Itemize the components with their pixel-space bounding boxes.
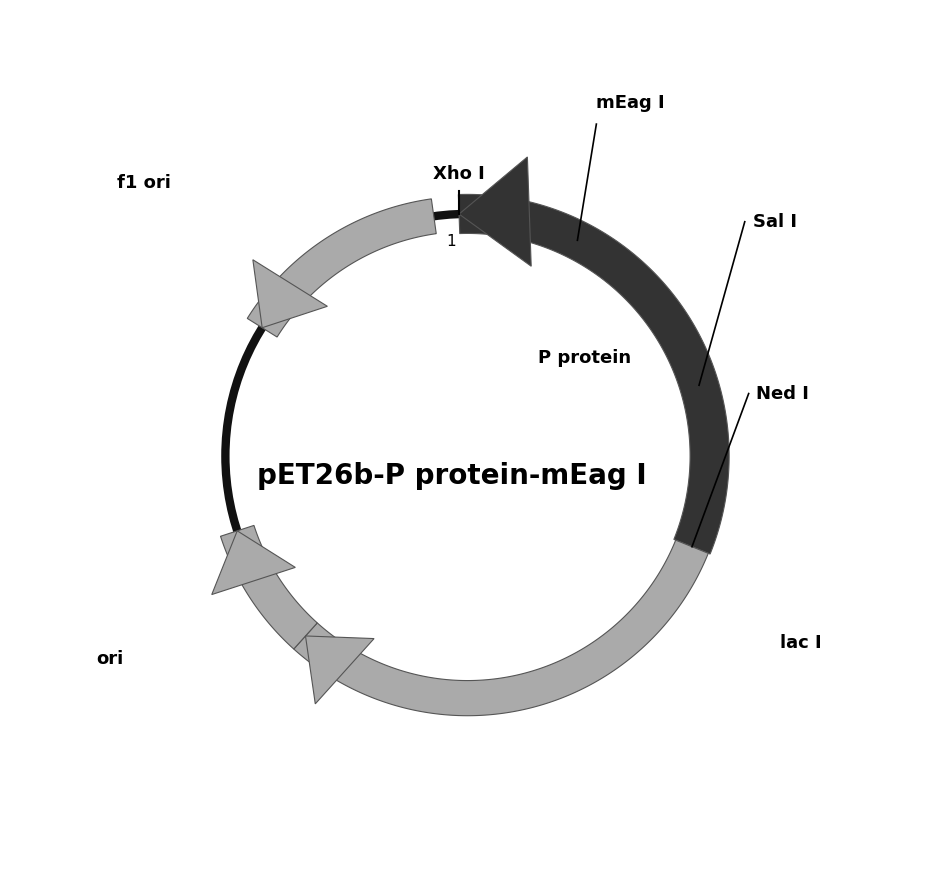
Text: mEag I: mEag I	[597, 94, 665, 113]
Text: f1 ori: f1 ori	[117, 174, 171, 192]
Polygon shape	[247, 199, 437, 337]
Text: ori: ori	[96, 650, 123, 668]
Polygon shape	[294, 540, 709, 716]
Text: P protein: P protein	[538, 349, 631, 368]
Text: Sal I: Sal I	[753, 213, 797, 230]
Polygon shape	[221, 526, 317, 649]
Text: 1: 1	[446, 234, 456, 249]
Text: pET26b-P protein-mEag I: pET26b-P protein-mEag I	[257, 462, 647, 490]
Polygon shape	[459, 157, 531, 266]
Text: lac I: lac I	[780, 635, 822, 652]
Polygon shape	[211, 531, 295, 595]
Text: Ned I: Ned I	[756, 384, 810, 402]
Polygon shape	[458, 195, 729, 554]
Polygon shape	[252, 260, 327, 327]
Text: Xho I: Xho I	[433, 165, 485, 182]
Polygon shape	[306, 636, 374, 704]
